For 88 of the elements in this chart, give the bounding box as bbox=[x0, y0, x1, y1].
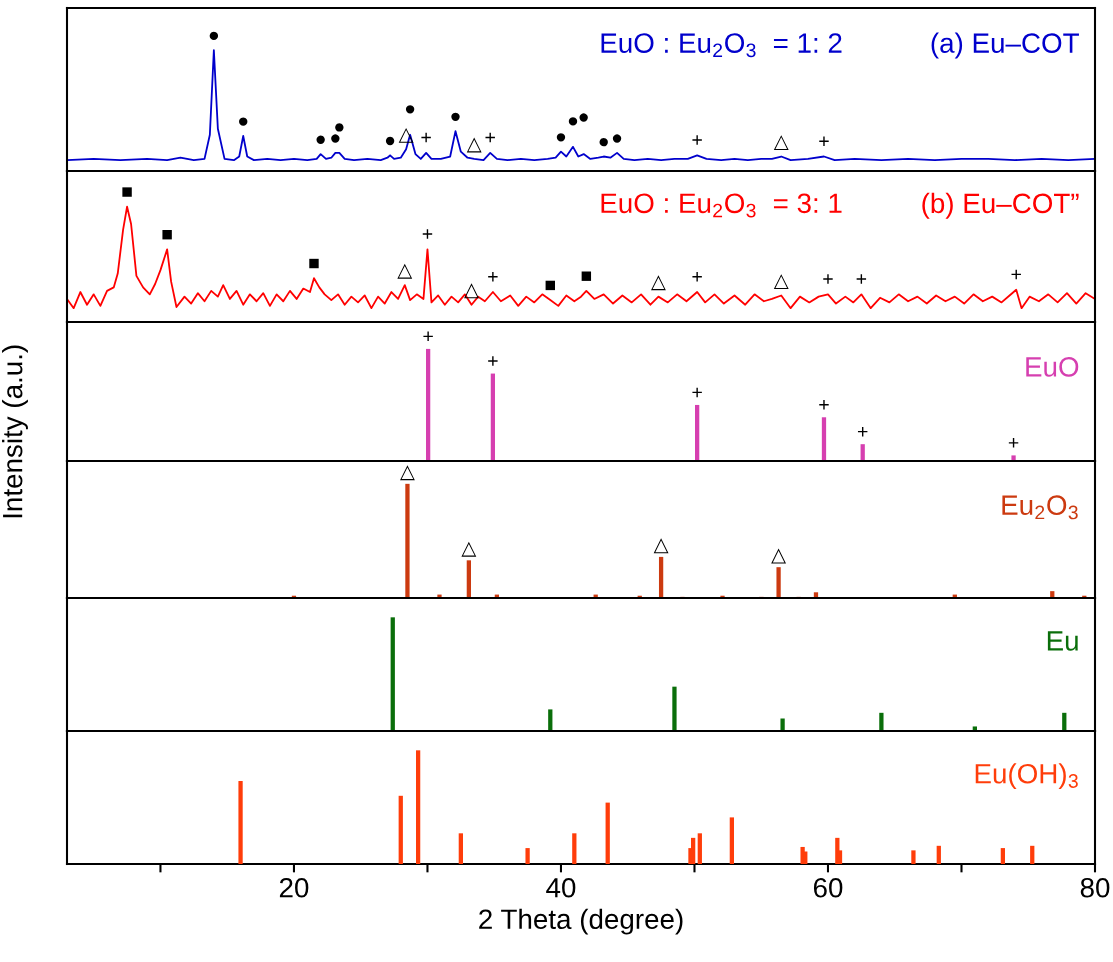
annotation: ● bbox=[239, 117, 248, 126]
annotation: △ bbox=[773, 135, 789, 151]
annotation: ■ bbox=[309, 258, 319, 269]
annotation: ● bbox=[568, 117, 578, 126]
annotation: △ bbox=[398, 127, 414, 143]
bar bbox=[390, 617, 395, 731]
annotation: △ bbox=[397, 263, 413, 279]
annotation: + bbox=[488, 271, 498, 282]
annotation: + bbox=[823, 274, 833, 284]
annotation: ● bbox=[451, 112, 460, 121]
annotation: Eu$_{2}$O$_{3}$ bbox=[1002, 495, 1078, 520]
x-axis-title: 2 Theta (degree) bbox=[479, 908, 683, 935]
annotation: ■ bbox=[162, 230, 172, 240]
annotation: ■ bbox=[545, 280, 555, 291]
annotation: △ bbox=[651, 275, 666, 291]
bar bbox=[821, 417, 827, 461]
annotation: ■ bbox=[581, 271, 592, 281]
bar bbox=[238, 781, 243, 864]
annotation: Eu bbox=[1047, 631, 1078, 651]
bar bbox=[695, 404, 700, 461]
annotation: Eu(OH)$_{3}$ bbox=[975, 763, 1078, 790]
bar bbox=[548, 709, 553, 731]
bar bbox=[525, 848, 530, 864]
annotation: △ bbox=[461, 541, 477, 557]
bar bbox=[672, 686, 677, 731]
annotation: + bbox=[422, 229, 433, 239]
annotation: + bbox=[1011, 269, 1021, 280]
annotation: EuO : Eu$_{2}$O$_{3}$ = 1: 2 bbox=[601, 33, 842, 58]
bar bbox=[803, 851, 808, 864]
annotation: ● bbox=[556, 133, 566, 142]
bar bbox=[398, 795, 403, 864]
bar bbox=[426, 348, 431, 461]
annotation: ● bbox=[612, 134, 622, 143]
bar bbox=[572, 833, 577, 864]
bar bbox=[415, 750, 421, 864]
annotation: ● bbox=[316, 135, 325, 144]
annotation: + bbox=[819, 136, 829, 146]
annotation: △ bbox=[771, 548, 787, 564]
annotation: △ bbox=[653, 538, 669, 554]
bar bbox=[879, 712, 884, 731]
bar bbox=[729, 817, 734, 864]
annotation: △ bbox=[466, 137, 482, 153]
annotation: (b) Eu–COT” bbox=[922, 192, 1079, 219]
annotation: + bbox=[692, 271, 702, 282]
annotation: + bbox=[857, 426, 868, 437]
bar bbox=[605, 802, 610, 864]
annotation: △ bbox=[464, 283, 479, 299]
annotation: + bbox=[819, 399, 829, 410]
bar bbox=[697, 833, 702, 864]
bar bbox=[490, 373, 496, 461]
bar bbox=[1000, 848, 1006, 864]
annotation: ● bbox=[209, 31, 219, 41]
annotation: + bbox=[856, 274, 867, 284]
bar bbox=[466, 560, 471, 598]
annotation: ● bbox=[385, 136, 395, 146]
annotation: + bbox=[421, 132, 431, 143]
annotation: (a) Eu–COT bbox=[931, 32, 1079, 59]
x-tick-label: 80 bbox=[1080, 877, 1110, 898]
annotation: ■ bbox=[122, 187, 132, 197]
annotation: EuO : Eu$_{2}$O$_{3}$ = 3: 1 bbox=[601, 193, 842, 218]
bar bbox=[936, 845, 941, 864]
annotation: EuO bbox=[1026, 357, 1079, 377]
bar bbox=[405, 483, 410, 598]
annotation: + bbox=[1008, 438, 1019, 448]
annotation: ● bbox=[599, 137, 608, 147]
bar bbox=[776, 567, 781, 598]
bar bbox=[458, 833, 463, 864]
annotation: ● bbox=[579, 113, 588, 122]
annotation: △ bbox=[773, 274, 789, 290]
x-tick-label: 60 bbox=[813, 877, 843, 898]
bar bbox=[911, 850, 916, 864]
annotation: ● bbox=[331, 134, 340, 143]
annotation: + bbox=[423, 331, 433, 342]
annotation: + bbox=[692, 387, 702, 398]
annotation: ● bbox=[405, 105, 415, 114]
annotation: + bbox=[692, 135, 702, 145]
annotation: + bbox=[488, 356, 498, 366]
x-tick-label: 20 bbox=[279, 877, 309, 898]
bar bbox=[1011, 455, 1016, 461]
annotation: △ bbox=[400, 465, 415, 481]
bar bbox=[658, 556, 664, 598]
y-axis-title: Intensity (a.u.) bbox=[2, 345, 28, 518]
annotation: + bbox=[485, 132, 495, 143]
bar bbox=[691, 837, 696, 864]
bar bbox=[780, 718, 785, 731]
bar bbox=[1030, 845, 1035, 864]
x-tick-label: 40 bbox=[546, 877, 576, 898]
annotation: ● bbox=[335, 123, 344, 132]
